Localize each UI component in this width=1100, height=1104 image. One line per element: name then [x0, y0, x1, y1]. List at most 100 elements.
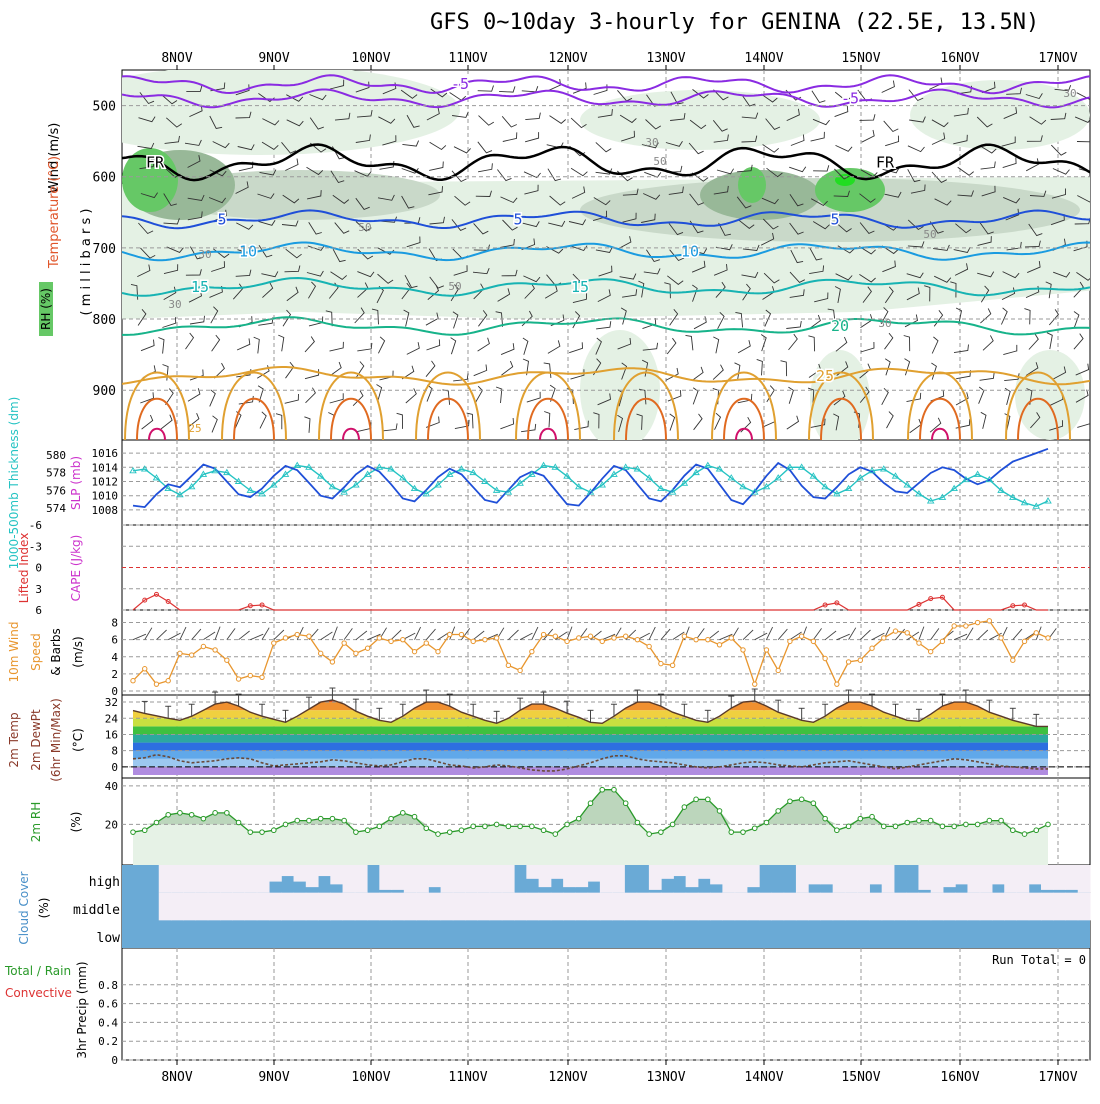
wind-barb	[908, 89, 924, 102]
cloud-clear-cell	[991, 892, 1005, 921]
cloud-clear-cell	[416, 892, 429, 921]
rh-point	[974, 821, 981, 828]
wind-barb	[807, 387, 815, 405]
slp-tick-label: 1016	[92, 447, 119, 460]
wind-speed-point	[716, 642, 723, 648]
cloud-clear-cell	[501, 865, 515, 893]
wind-barb	[756, 358, 763, 376]
slp-tick-label: 1012	[92, 476, 119, 489]
thickness-point	[281, 470, 290, 477]
wind-barb	[1024, 308, 1031, 325]
wind-barb	[737, 164, 753, 173]
wind-barb-10m	[543, 628, 554, 640]
isotherm-25-loop	[318, 371, 384, 440]
wind-barb	[910, 184, 926, 194]
wind-barb	[957, 190, 974, 197]
thickness-point	[879, 465, 888, 472]
wind-barb	[734, 362, 741, 380]
wind-barb	[501, 360, 514, 376]
isotherm-35-loop	[148, 427, 166, 440]
precip-tick-label: 0	[111, 1054, 118, 1067]
cloud-clear-cell	[722, 865, 736, 893]
wind-barb	[402, 140, 420, 147]
rh-point	[224, 810, 230, 816]
rh-point	[869, 813, 875, 820]
wind-speed-point	[775, 667, 781, 674]
cloud-clear-cell	[575, 892, 589, 921]
wind-barb	[1076, 141, 1090, 143]
temp-tick-label: 8	[111, 745, 118, 758]
wind-barb	[522, 221, 540, 228]
wind-barb	[833, 413, 840, 431]
thickness-tick-label: 574	[46, 502, 66, 515]
wind-barb	[495, 386, 503, 404]
wind-barb-10m	[273, 629, 285, 640]
wind-barb	[522, 337, 529, 355]
wind-barb	[788, 333, 798, 351]
rh-point	[423, 825, 430, 832]
wind-barb-10m	[167, 632, 181, 641]
wind-barb	[977, 271, 995, 278]
wind-barb	[308, 281, 317, 299]
wind-speed-point	[740, 647, 746, 653]
wind-barb	[329, 393, 344, 404]
cloud-clear-cell	[624, 892, 638, 921]
isotherm-label: -5	[451, 75, 469, 93]
cloud-clear-cell	[293, 892, 307, 921]
wind-barb	[382, 423, 398, 432]
wind-barb	[500, 417, 515, 430]
wind-barb	[1050, 144, 1067, 156]
cloud-clear-cell	[979, 892, 993, 921]
wind-barb	[884, 286, 894, 304]
wind-barb	[262, 282, 274, 298]
wind-barb	[1030, 412, 1041, 429]
wind-barb	[472, 268, 490, 275]
wind-barb-10m	[414, 626, 422, 640]
wind-barb	[185, 269, 202, 276]
wind-barb-10m	[660, 628, 671, 640]
thickness-point	[504, 488, 513, 495]
rh2m-units-label: (%)	[69, 812, 83, 833]
wind-barb	[595, 337, 602, 355]
wind-barb	[428, 186, 443, 196]
wind-barb	[835, 273, 853, 281]
isotherm-label: 5	[217, 210, 226, 228]
cloud-clear-cell	[403, 892, 417, 921]
cloud-clear-cell	[710, 865, 723, 885]
wind-barb	[622, 188, 639, 196]
wind-barb	[762, 144, 779, 153]
wind-barb	[741, 135, 758, 143]
rh-point	[834, 827, 840, 834]
rh-point	[446, 829, 453, 835]
wind-barb	[1050, 112, 1067, 120]
thickness-point	[938, 493, 947, 500]
cloud-clear-cell	[918, 865, 932, 890]
wind-barb	[497, 169, 512, 182]
thickness-point	[704, 461, 712, 468]
wind-barb	[929, 221, 944, 234]
slp-tick-label: 1014	[92, 461, 119, 474]
rh-contour-label: 30	[878, 317, 891, 330]
cloud-clear-cell	[930, 892, 944, 921]
x-date-label-top: 10NOV	[351, 51, 390, 66]
rh-point	[552, 831, 559, 837]
wind-barb	[884, 358, 891, 376]
wind-barb	[500, 343, 515, 356]
cloud-clear-cell	[318, 892, 331, 921]
wind-barb-10m	[367, 633, 381, 641]
wind-barb-10m	[144, 627, 153, 640]
cloud-clear-cell	[942, 892, 956, 921]
thickness-point	[469, 468, 477, 476]
wind-barb	[1075, 363, 1090, 376]
wind-barb-10m	[777, 628, 788, 640]
wind-barb-10m	[449, 626, 456, 640]
cloud-clear-cell	[489, 892, 503, 921]
wind-barb-10m	[555, 631, 568, 641]
rh-point	[270, 827, 277, 834]
wind-barb	[742, 283, 751, 301]
thickness-point	[269, 481, 278, 488]
wind-barb	[306, 166, 324, 176]
cloud-clear-cell	[1028, 865, 1042, 885]
cloud-clear-cell	[1040, 865, 1054, 890]
wind-barb-10m	[238, 630, 250, 641]
